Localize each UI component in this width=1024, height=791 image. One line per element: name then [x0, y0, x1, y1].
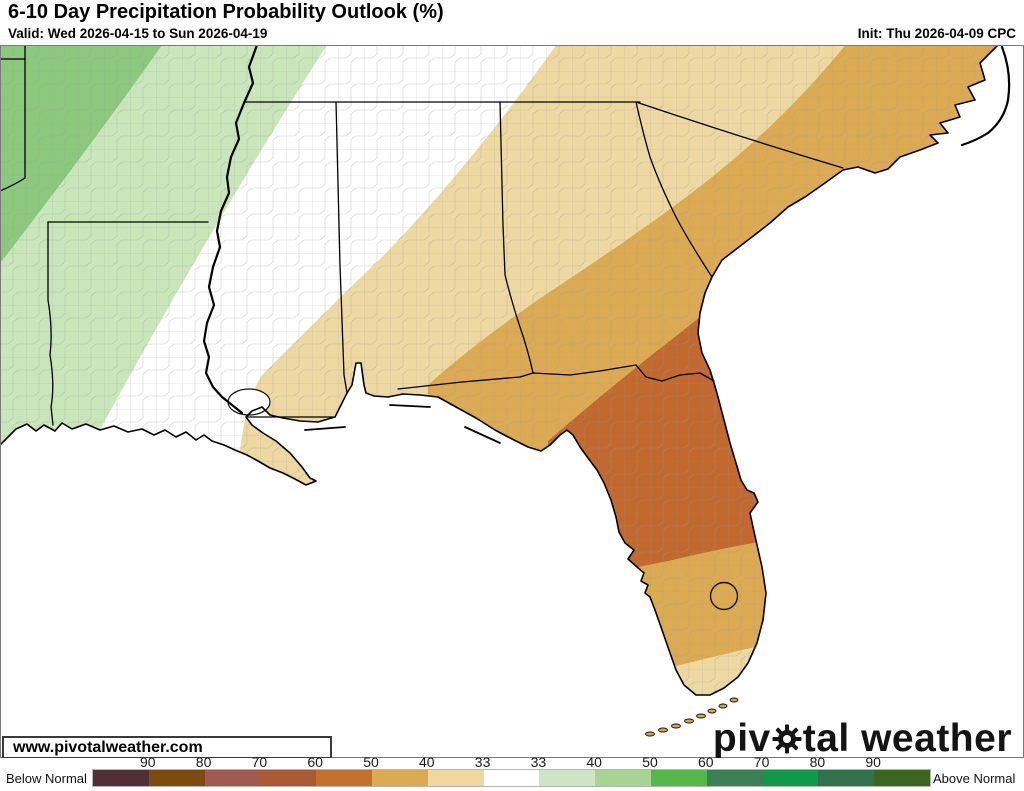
colorbar-cell: [371, 770, 428, 786]
colorbar-tick-label: 60: [698, 754, 714, 770]
logo-text-left: piv: [712, 717, 771, 760]
lake-pontchartrain: [227, 388, 271, 416]
nc-sc-border: [635, 101, 844, 169]
colorbar-cell: [316, 770, 372, 786]
colorbar-bar: [92, 769, 931, 787]
colorbar-cell: [483, 770, 540, 786]
above-normal-label: Above Normal: [933, 771, 1016, 786]
watermark-url: www.pivotalweather.com: [2, 736, 332, 759]
valid-range-label: Valid: Wed 2026-04-15 to Sun 2026-04-19: [8, 26, 268, 41]
lake-okeechobee: [709, 581, 739, 611]
colorbar-tick-label: 50: [642, 754, 658, 770]
colorbar-tick-label: 60: [307, 754, 323, 770]
colorbar-cell: [204, 770, 261, 786]
logo-text-right: tal weather: [802, 717, 1012, 760]
colorbar: Below Normal Above Normal 90 80 70 60 50 40 33…: [0, 754, 1024, 791]
colorbar-tick-label: 33: [474, 754, 491, 770]
colorbar-cell: [539, 770, 596, 786]
state-borders: [0, 45, 844, 426]
colorbar-cell: [93, 770, 149, 786]
forecast-map: [0, 45, 1024, 758]
outer-banks: [960, 45, 1011, 147]
ga-sc-border: [635, 101, 713, 278]
tx-la-border: [47, 221, 54, 426]
mississippi-river: [202, 45, 259, 415]
pivotal-weather-logo: piv tal weather: [713, 714, 1012, 764]
colorbar-tick-label: 50: [363, 754, 379, 770]
colorbar-tick-label: 33: [530, 754, 547, 770]
coastline: [0, 45, 999, 696]
colorbar-cell: [818, 770, 875, 786]
barrier-islands: [304, 45, 1011, 444]
colorbar-cell: [762, 770, 819, 786]
colorbar-cell: [260, 770, 317, 786]
florida-keys: [645, 697, 739, 737]
colorbar-tick-label: 90: [140, 754, 156, 770]
ms-al-border: [335, 101, 348, 394]
tx-ar-border: [0, 45, 26, 192]
colorbar-cell: [595, 770, 651, 786]
al-ga-border: [499, 101, 534, 374]
colorbar-cell: [650, 770, 707, 786]
colorbar-tick-label: 70: [753, 754, 770, 770]
colorbar-cell: [706, 770, 763, 786]
fl-border: [397, 364, 715, 390]
colorbar-tick-label: 80: [809, 754, 826, 770]
colorbar-tick-label: 90: [865, 754, 881, 770]
colorbar-tick-label: 70: [251, 754, 268, 770]
map-svg: [0, 45, 1024, 758]
init-time-label: Init: Thu 2026-04-09 CPC: [857, 26, 1016, 41]
page-title: 6-10 Day Precipitation Probability Outlo…: [8, 1, 444, 23]
colorbar-tick-label: 40: [419, 754, 435, 770]
colorbar-cell: [874, 770, 930, 786]
colorbar-tick-label: 80: [195, 754, 212, 770]
gear-icon: [772, 720, 802, 764]
below-normal-label: Below Normal: [6, 771, 87, 786]
colorbar-cell: [427, 770, 484, 786]
colorbar-cell: [148, 770, 205, 786]
colorbar-tick-label: 40: [586, 754, 602, 770]
